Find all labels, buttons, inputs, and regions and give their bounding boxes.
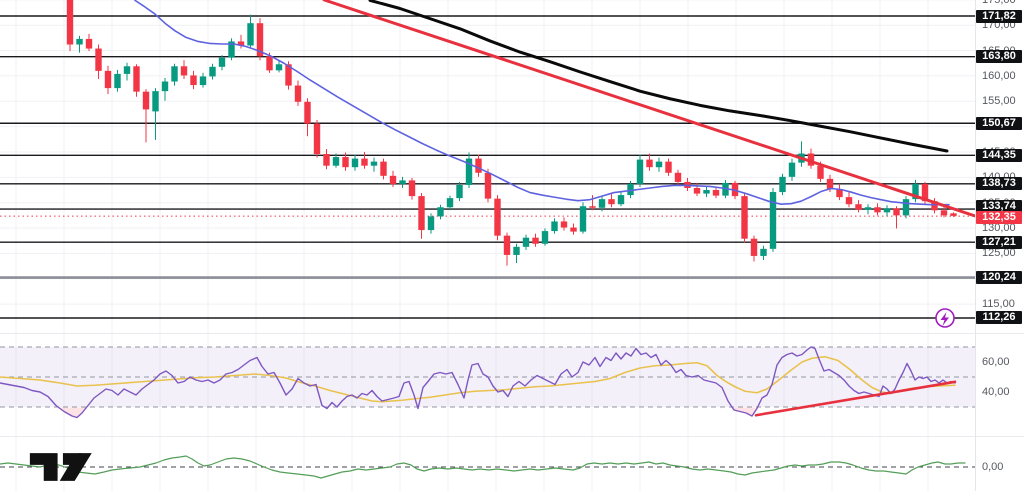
price-axis-border [975,0,976,491]
price-level-badge: 138,73 [976,177,1022,191]
current-price-badge: 132,35 [976,210,1022,224]
candlestick-series [66,0,957,266]
price-level-badge: 163,80 [976,50,1022,64]
price-axis-label: 175,00 [982,0,1016,6]
tradingview-logo-icon[interactable] [27,451,101,483]
price-axis[interactable]: 175,00170,00165,00160,00155,00145,00140,… [975,0,1024,491]
pane-divider-rsi-lower[interactable] [0,436,1024,437]
price-level-badge: 133,74 [976,199,1022,213]
price-axis-label: 115,00 [982,298,1015,311]
price-level-badge: 144,35 [976,148,1022,162]
price-level-badge: 127,21 [976,235,1022,249]
vertical-gridlines [15,0,929,491]
price-alert-icon[interactable] [935,308,955,328]
ma-blue-line [134,0,950,206]
lower-indicator-pane [0,455,975,479]
main-price-pane [0,0,975,319]
rsi-ma-line [0,355,956,403]
price-axis-label: 155,00 [982,95,1016,108]
price-level-badge: 171,82 [976,9,1022,23]
price-axis-label: 130,00 [982,222,1016,235]
price-axis-label: 125,00 [982,247,1016,260]
price-gridlines [0,0,975,305]
rsi-pane [0,346,975,419]
lower-indicator-line [0,455,966,479]
price-level-badge: 150,67 [976,116,1022,130]
rsi-line [0,346,956,419]
lower-axis-zero-label: 0,00 [982,461,1004,473]
ma-black-line [368,0,949,153]
rsi-axis-label: 40,00 [982,386,1010,398]
price-level-badge: 112,26 [976,311,1022,325]
price-axis-label: 160,00 [982,69,1016,82]
pane-divider-main-rsi[interactable] [0,333,1024,334]
descending-trendline [322,0,975,218]
lightning-icon [940,311,949,326]
price-level-badge: 120,24 [976,271,1022,285]
rsi-ascending-trendline [754,380,957,417]
rsi-axis-label: 60,00 [982,356,1010,368]
